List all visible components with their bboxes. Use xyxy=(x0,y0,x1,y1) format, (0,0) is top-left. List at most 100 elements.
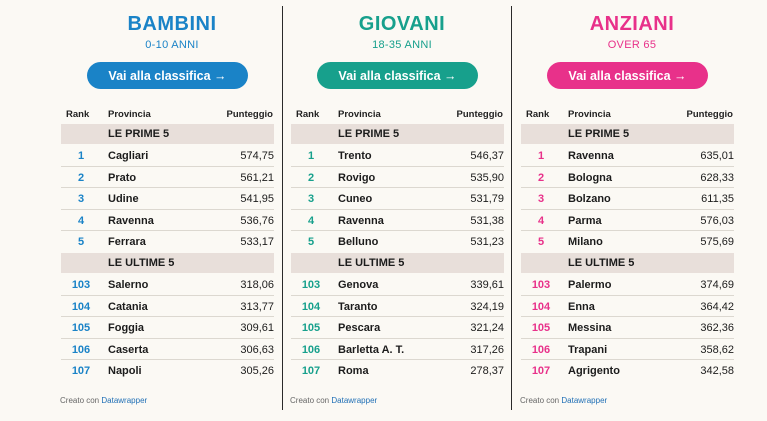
datawrapper-link[interactable]: Datawrapper xyxy=(101,396,148,405)
column-title: ANZIANI xyxy=(589,13,675,35)
row-rank: 2 xyxy=(537,171,545,184)
row-rank: 105 xyxy=(531,322,551,335)
row-rank: 103 xyxy=(71,279,91,291)
view-ranking-button[interactable]: Vai alla classifica → xyxy=(317,62,478,89)
table-row: 4 Ravenna 531,38 xyxy=(291,210,504,232)
row-score: 611,35 xyxy=(701,193,734,206)
row-province: Palermo xyxy=(568,279,612,291)
table-row: 2 Rovigo 535,90 xyxy=(291,167,504,189)
column-title: GIOVANI xyxy=(358,13,446,35)
credit-prefix: Creato con xyxy=(290,396,330,405)
group-bottom-label: LE ULTIME 5 xyxy=(291,253,504,273)
table-row: 3 Udine 541,95 xyxy=(61,188,274,210)
row-score: 306,63 xyxy=(240,343,274,356)
row-province: Roma xyxy=(338,365,369,378)
table-row: 103 Genova 339,61 xyxy=(291,274,504,296)
header-province: Provincia xyxy=(108,109,151,120)
row-score: 339,61 xyxy=(470,279,504,291)
table-row: 104 Catania 313,77 xyxy=(61,296,274,318)
row-rank: 5 xyxy=(77,236,85,249)
row-score: 309,61 xyxy=(240,322,274,335)
row-rank: 1 xyxy=(537,150,545,162)
row-score: 321,24 xyxy=(470,322,504,335)
table-header: Rank Provincia Punteggio xyxy=(287,109,503,121)
row-province: Bologna xyxy=(568,171,612,184)
column-divider xyxy=(511,6,512,410)
table-row: 3 Bolzano 611,35 xyxy=(521,188,734,210)
row-score: 576,03 xyxy=(700,214,734,227)
header-rank: Rank xyxy=(66,109,90,120)
row-score: 531,38 xyxy=(470,214,504,227)
row-province: Trapani xyxy=(568,343,608,356)
group-bottom-label: LE ULTIME 5 xyxy=(61,253,274,273)
row-province: Caserta xyxy=(108,343,149,356)
row-province: Belluno xyxy=(338,236,379,249)
column-subtitle: OVER 65 xyxy=(607,39,657,51)
row-rank: 105 xyxy=(71,322,91,335)
table-row: 105 Messina 362,36 xyxy=(521,317,734,339)
table-row: 106 Trapani 358,62 xyxy=(521,339,734,361)
view-ranking-button[interactable]: Vai alla classifica → xyxy=(87,62,248,89)
column-subtitle: 0-10 ANNI xyxy=(145,39,199,51)
group-top-label: LE PRIME 5 xyxy=(521,124,734,144)
row-province: Cuneo xyxy=(338,193,373,206)
header-score: Punteggio xyxy=(456,109,503,120)
table-row: 4 Parma 576,03 xyxy=(521,210,734,232)
row-score: 318,06 xyxy=(240,279,274,291)
datawrapper-link[interactable]: Datawrapper xyxy=(561,396,608,405)
row-score: 317,26 xyxy=(470,343,504,356)
row-rank: 107 xyxy=(71,365,91,378)
header-rank: Rank xyxy=(526,109,550,120)
table-row: 107 Agrigento 342,58 xyxy=(521,360,734,382)
table-row: 3 Cuneo 531,79 xyxy=(291,188,504,210)
row-score: 536,76 xyxy=(240,214,274,227)
row-score: 574,75 xyxy=(240,150,274,162)
row-score: 362,36 xyxy=(700,322,734,335)
header-rank: Rank xyxy=(296,109,320,120)
group-top-label: LE PRIME 5 xyxy=(291,124,504,144)
table-row: 5 Belluno 531,23 xyxy=(291,231,504,253)
row-province: Salerno xyxy=(108,279,149,291)
row-score: 561,21 xyxy=(240,171,274,184)
row-province: Cagliari xyxy=(108,150,149,162)
table-row: 103 Palermo 374,69 xyxy=(521,274,734,296)
ranking-column-bambini: BAMBINI 0-10 ANNI Vai alla classifica → Ra… xyxy=(57,0,287,421)
row-score: 364,42 xyxy=(700,300,734,313)
row-province: Taranto xyxy=(338,300,378,313)
row-rank: 107 xyxy=(301,365,321,378)
row-score: 342,58 xyxy=(700,365,734,378)
view-ranking-button[interactable]: Vai alla classifica → xyxy=(547,62,708,89)
table-row: 1 Ravenna 635,01 xyxy=(521,145,734,167)
row-province: Foggia xyxy=(108,322,145,335)
row-province: Ravenna xyxy=(568,150,614,162)
row-province: Prato xyxy=(108,171,137,184)
row-rank: 104 xyxy=(301,300,321,313)
row-rank: 4 xyxy=(77,214,85,227)
table-row: 106 Caserta 306,63 xyxy=(61,339,274,361)
row-province: Trento xyxy=(338,150,372,162)
row-rank: 1 xyxy=(77,150,85,162)
row-province: Barletta A. T. xyxy=(338,343,405,356)
ranking-column-giovani: GIOVANI 18-35 ANNI Vai alla classifica → R… xyxy=(287,0,517,421)
ranking-column-anziani: ANZIANI OVER 65 Vai alla classifica → Rank… xyxy=(517,0,747,421)
row-rank: 104 xyxy=(71,300,91,313)
row-province: Catania xyxy=(108,300,148,313)
row-rank: 1 xyxy=(307,150,315,162)
row-score: 575,69 xyxy=(700,236,734,249)
header-score: Punteggio xyxy=(686,109,733,120)
row-rank: 106 xyxy=(301,343,321,356)
credit-prefix: Creato con xyxy=(520,396,560,405)
row-score: 546,37 xyxy=(470,150,504,162)
datawrapper-link[interactable]: Datawrapper xyxy=(331,396,378,405)
column-title: BAMBINI xyxy=(127,13,217,35)
table-row: 4 Ravenna 536,76 xyxy=(61,210,274,232)
table-row: 107 Roma 278,37 xyxy=(291,360,504,382)
group-top-label: LE PRIME 5 xyxy=(61,124,274,144)
row-rank: 3 xyxy=(77,193,85,206)
row-province: Milano xyxy=(568,236,603,249)
row-score: 324,19 xyxy=(470,300,504,313)
row-province: Pescara xyxy=(338,322,381,335)
table-row: 2 Prato 561,21 xyxy=(61,167,274,189)
table-row: 103 Salerno 318,06 xyxy=(61,274,274,296)
table-header: Rank Provincia Punteggio xyxy=(517,109,733,121)
